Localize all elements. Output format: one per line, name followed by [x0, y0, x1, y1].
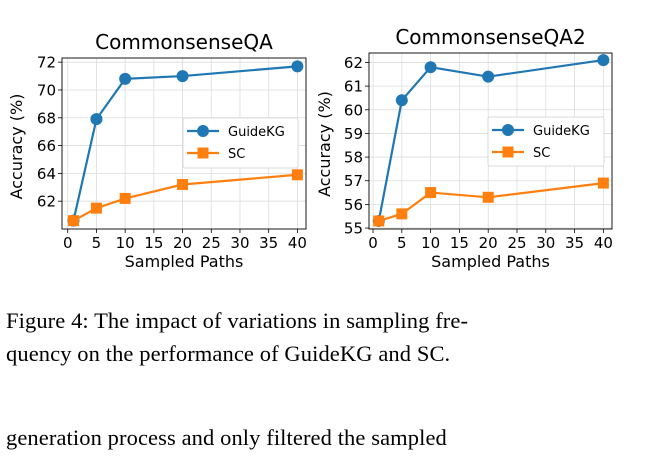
x-tick-label: 0 [368, 234, 378, 252]
legend-marker-square [197, 147, 209, 159]
body-text: generation process and only filtered the… [6, 425, 447, 450]
data-point-guidekg [424, 61, 437, 74]
chart-2: 0 5 10 15 20 25 30 35 40 55 56 57 58 59 60 61 62 Commonse… [315, 25, 613, 271]
chart-title: CommonsenseQA [95, 30, 273, 54]
x-tick-label: 5 [397, 234, 407, 252]
data-point-sc [90, 202, 102, 214]
x-tick-label: 35 [259, 234, 278, 252]
y-tick-label: 72 [37, 54, 56, 72]
data-point-sc [119, 192, 131, 204]
data-point-sc [597, 177, 609, 189]
x-tick-label: 25 [507, 234, 526, 252]
plot-frame [368, 52, 613, 230]
data-point-sc [373, 215, 385, 227]
data-point-sc [177, 179, 189, 191]
y-tick-label: 56 [344, 196, 363, 214]
chart-1: 0 5 10 15 20 25 30 35 40 62 64 66 68 70 72 CommonsenseQ… [7, 30, 307, 271]
x-tick-label: 0 [63, 234, 73, 252]
y-tick-label: 62 [344, 54, 363, 72]
chart-title: CommonsenseQA2 [395, 25, 585, 49]
x-tick-label: 5 [92, 234, 102, 252]
data-point-sc [67, 215, 79, 227]
legend: GuideKG SC [182, 117, 299, 169]
data-point-guidekg [291, 60, 304, 73]
x-tick-label: 30 [536, 234, 555, 252]
y-tick-label: 58 [344, 149, 363, 167]
y-tick-label: 59 [344, 125, 363, 143]
legend-label: SC [228, 147, 245, 162]
x-tick-label: 20 [479, 234, 498, 252]
y-axis-label: Accuracy (%) [7, 94, 26, 200]
figure: 0 5 10 15 20 25 30 35 40 62 64 66 68 70 72 CommonsenseQ… [7, 25, 613, 271]
legend-label: GuideKG [533, 124, 590, 139]
x-tick-label: 15 [450, 234, 469, 252]
x-tick-label: 25 [202, 234, 221, 252]
y-tick-label: 55 [344, 220, 363, 238]
y-tick-label: 66 [37, 137, 56, 155]
data-point-guidekg [482, 70, 495, 83]
data-point-guidekg [90, 113, 103, 126]
plot-frame [61, 57, 307, 230]
legend-label: GuideKG [228, 125, 285, 140]
x-axis-label: Sampled Paths [431, 252, 550, 271]
legend-marker-circle [502, 124, 514, 136]
y-tick-label: 57 [344, 172, 363, 190]
figure-caption-line-1: Figure 4: The impact of variations in sa… [6, 308, 469, 333]
x-tick-label: 15 [144, 234, 163, 252]
legend-label: SC [533, 146, 550, 161]
figure-caption-line-2: quency on the performance of GuideKG and… [6, 341, 451, 366]
x-tick-label: 10 [421, 234, 440, 252]
data-point-sc [396, 208, 408, 220]
data-point-sc [482, 191, 494, 203]
x-tick-label: 20 [173, 234, 192, 252]
x-tick-label: 40 [288, 234, 307, 252]
y-tick-label: 62 [37, 193, 56, 211]
y-tick-label: 68 [37, 109, 56, 127]
legend: GuideKG SC [487, 116, 605, 167]
y-axis-label: Accuracy (%) [315, 91, 334, 197]
y-tick-label: 70 [37, 81, 56, 99]
data-point-guidekg [119, 72, 132, 85]
x-tick-label: 10 [116, 234, 135, 252]
x-tick-label: 35 [565, 234, 584, 252]
legend-marker-square [502, 146, 514, 158]
x-axis-label: Sampled Paths [125, 252, 244, 271]
data-point-sc [291, 169, 303, 181]
y-tick-label: 64 [37, 165, 56, 183]
x-tick-label: 40 [594, 234, 613, 252]
x-tick-label: 30 [230, 234, 249, 252]
legend-marker-circle [197, 125, 209, 137]
data-point-guidekg [597, 54, 610, 67]
y-tick-label: 60 [344, 101, 363, 119]
data-point-guidekg [176, 70, 189, 83]
data-point-guidekg [395, 94, 408, 107]
data-point-sc [425, 187, 437, 199]
y-tick-label: 61 [344, 78, 363, 96]
